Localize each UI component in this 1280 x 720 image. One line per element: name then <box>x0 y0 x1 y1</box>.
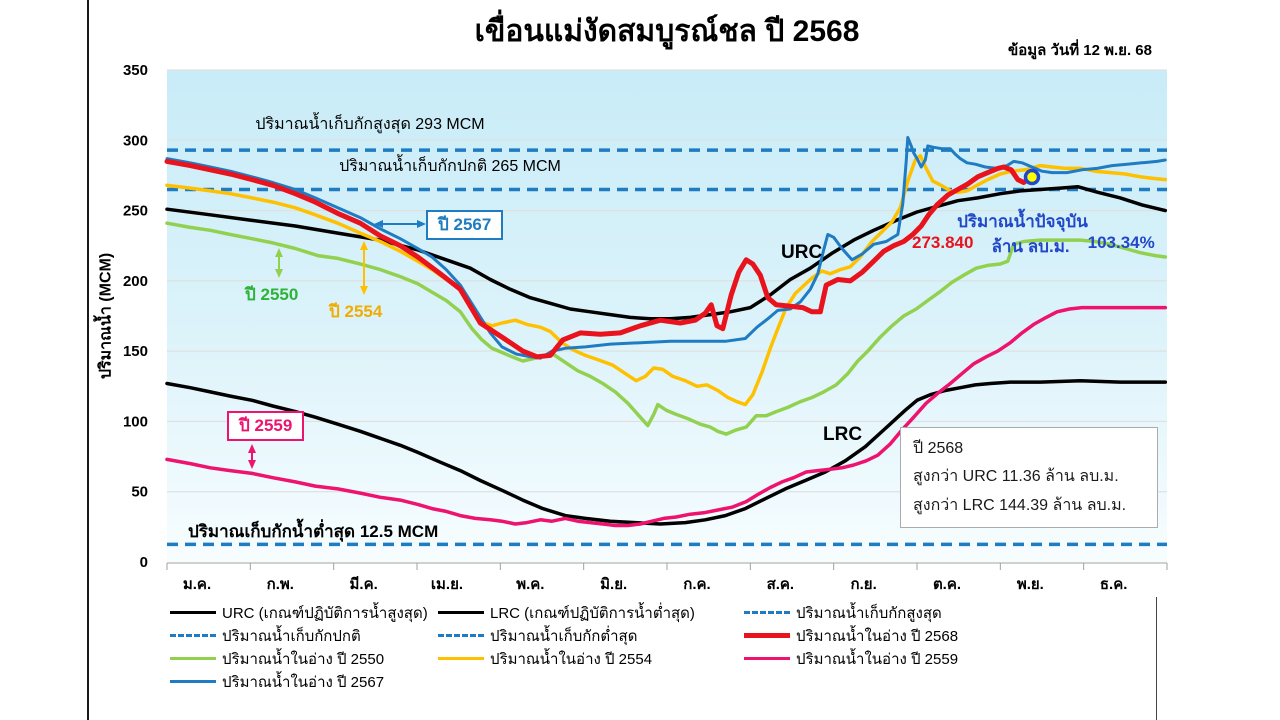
x-tick-label: ธ.ค. <box>1100 576 1128 593</box>
y-tick-label: 0 <box>140 554 148 571</box>
arrow-year-2550 <box>275 248 283 278</box>
x-tick-label: เม.ย. <box>431 576 463 593</box>
info-box-year: ปี 2568 <box>913 440 964 457</box>
arrow-year-2554 <box>360 241 368 295</box>
x-tick-label: ม.ค. <box>183 576 211 593</box>
arrow-year-2567 <box>374 220 426 228</box>
legend-item: ปริมาณน้ำในอ่าง ปี 2567 <box>170 670 428 693</box>
legend-item: ปริมาณน้ำในอ่าง ปี 2559 <box>744 647 958 670</box>
lrc-curve-label: LRC <box>823 424 863 445</box>
normal-storage-label: ปริมาณน้ำเก็บกักปกติ 265 MCM <box>339 158 561 175</box>
current-point-marker <box>1023 168 1041 186</box>
series-line-2554 <box>165 153 1168 407</box>
current-volume-percent: 103.34% <box>1087 233 1155 252</box>
legend-item: ปริมาณน้ำในอ่าง ปี 2554 <box>438 647 695 670</box>
urc-curve-label: URC <box>781 242 823 263</box>
info-box-above-lrc: สูงกว่า LRC 144.39 ล้าน ลบ.ม. <box>913 496 1127 514</box>
legend-swatch-dashed <box>438 634 484 637</box>
slide-right-border <box>1156 597 1157 720</box>
year-2550-callout: ปี 2550 <box>245 285 299 304</box>
y-tick-label: 150 <box>123 343 148 360</box>
series-line-2568 <box>164 158 1035 360</box>
legend-label: ปริมาณน้ำเก็บกักต่ำสุด <box>490 627 638 645</box>
x-tick-label: ก.ค. <box>683 576 710 593</box>
legend-label: ปริมาณน้ำเก็บกักสูงสุด <box>796 604 942 622</box>
legend-label: ปริมาณน้ำในอ่าง ปี 2550 <box>222 650 385 668</box>
legend-label: URC (เกณฑ์ปฏิบัติการน้ำสูงสุด) <box>222 604 428 622</box>
legend-item: ปริมาณน้ำเก็บกักปกติ <box>170 624 428 647</box>
current-volume-value: 273.840 <box>912 233 974 252</box>
legend-item: ปริมาณน้ำในอ่าง ปี 2550 <box>170 647 428 670</box>
legend-column-1: URC (เกณฑ์ปฏิบัติการน้ำสูงสุด) ปริมาณน้ำเ… <box>170 601 428 693</box>
legend-column-3: ปริมาณน้ำเก็บกักสูงสุดปริมาณน้ำในอ่าง ปี… <box>744 601 958 670</box>
x-tick-label: พ.ย. <box>1017 576 1044 593</box>
year-2554-callout: ปี 2554 <box>329 302 383 321</box>
y-tick-label: 100 <box>123 413 148 430</box>
y-axis-title: ปริมาณน้ำ (MCM) <box>97 252 115 380</box>
legend-item: ปริมาณน้ำเก็บกักต่ำสุด <box>438 624 695 647</box>
legend-swatch-solid <box>170 611 216 614</box>
current-point-dot <box>1023 168 1041 186</box>
x-tick-label: ส.ค. <box>767 576 795 593</box>
legend-swatch-solid <box>170 680 216 683</box>
legend-label: ปริมาณน้ำเก็บกักปกติ <box>222 627 361 645</box>
y-tick-label: 300 <box>123 132 148 149</box>
y-tick-label: 200 <box>123 273 148 290</box>
arrow-year-2559 <box>248 444 256 469</box>
data-date-note: ข้อมูล วันที่ 12 พ.ย. 68 <box>1008 42 1152 59</box>
min-storage-label: ปริมาณเก็บกักน้ำต่ำสุด 12.5 MCM <box>188 522 439 541</box>
legend-swatch-solid <box>438 611 484 614</box>
max-storage-label: ปริมาณน้ำเก็บกักสูงสุด 293 MCM <box>255 116 485 133</box>
x-tick-label: มี.ค. <box>350 576 378 593</box>
year-2559-callout: ปี 2559 <box>227 411 305 441</box>
legend-swatch-solid <box>170 657 216 660</box>
y-tick-label: 50 <box>131 484 148 501</box>
legend-item: ปริมาณน้ำในอ่าง ปี 2568 <box>744 624 958 647</box>
legend-label: ปริมาณน้ำในอ่าง ปี 2559 <box>796 650 959 668</box>
page-title: เขื่อนแม่งัดสมบูรณ์ชล ปี 2568 <box>474 15 860 48</box>
x-tick-label: มิ.ย. <box>600 575 627 593</box>
x-tick-label: พ.ค. <box>516 576 544 593</box>
legend-swatch-solid <box>744 657 790 660</box>
legend-swatch-dashed <box>744 611 790 614</box>
current-volume-label: ปริมาณน้ำปัจจุบัน <box>957 212 1088 231</box>
y-tick-label: 250 <box>123 203 148 220</box>
legend-item: LRC (เกณฑ์ปฏิบัติการน้ำต่ำสุด) <box>438 601 695 624</box>
legend-label: ปริมาณน้ำในอ่าง ปี 2568 <box>796 627 959 645</box>
legend-label: LRC (เกณฑ์ปฏิบัติการน้ำต่ำสุด) <box>490 604 695 622</box>
legend-item: URC (เกณฑ์ปฏิบัติการน้ำสูงสุด) <box>170 601 428 624</box>
x-tick-label: ต.ค. <box>933 576 961 593</box>
legend-swatch-solid <box>744 633 790 638</box>
comparison-info-box: ปี 2568 สูงกว่า URC 11.36 ล้าน ลบ.ม. สูง… <box>900 427 1158 529</box>
legend-label: ปริมาณน้ำในอ่าง ปี 2554 <box>490 650 653 668</box>
current-volume-values: 273.840 ล้าน ลบ.ม. 103.34% <box>912 233 1155 260</box>
current-volume-unit: ล้าน ลบ.ม. <box>991 237 1070 256</box>
legend-swatch-solid <box>438 657 484 660</box>
slide-left-border <box>87 0 89 720</box>
info-box-above-urc: สูงกว่า URC 11.36 ล้าน ลบ.ม. <box>913 468 1119 486</box>
legend-label: ปริมาณน้ำในอ่าง ปี 2567 <box>222 673 385 691</box>
legend-column-2: LRC (เกณฑ์ปฏิบัติการน้ำต่ำสุด) ปริมาณน้ำเ… <box>438 601 695 670</box>
x-tick-label: ก.พ. <box>267 576 294 593</box>
x-tick-label: ก.ย. <box>851 576 877 593</box>
y-tick-label: 350 <box>123 62 148 79</box>
legend-item: ปริมาณน้ำเก็บกักสูงสุด <box>744 601 958 624</box>
legend-swatch-dashed <box>170 634 216 637</box>
year-2567-callout: ปี 2567 <box>426 210 504 240</box>
